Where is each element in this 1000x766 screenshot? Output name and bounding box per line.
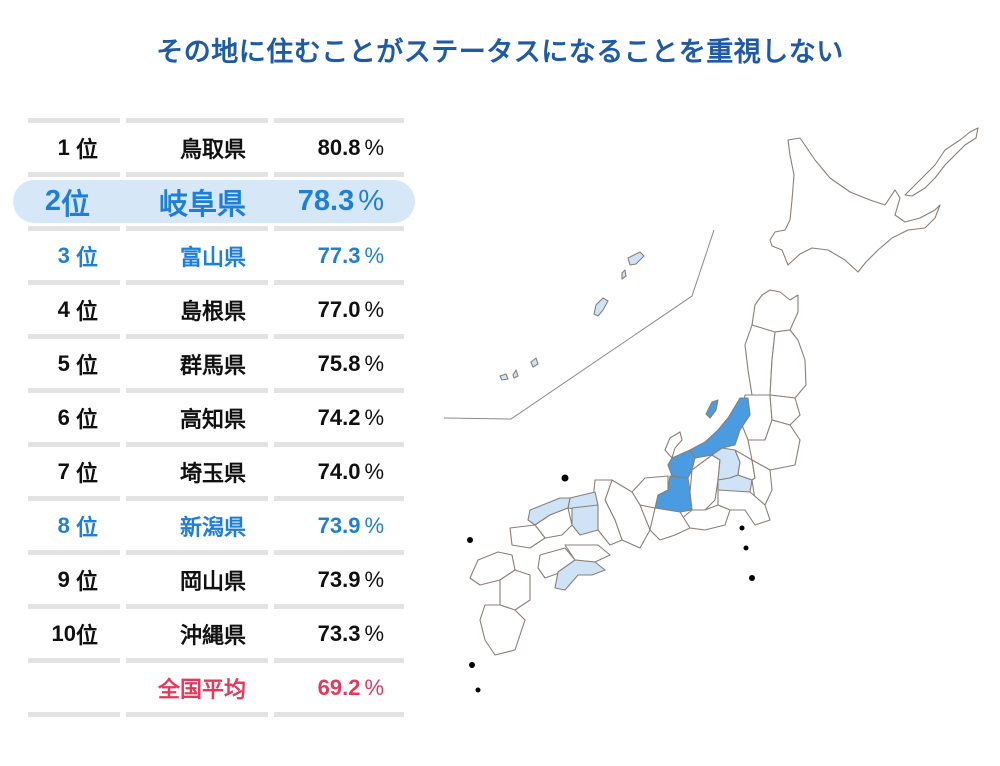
rank-cell: 9 位: [57, 566, 98, 594]
table-bottom: [28, 712, 404, 722]
island: [469, 662, 475, 668]
prefecture-cell: 島根県: [179, 298, 246, 324]
ranking-row: 7 位 埼玉県 74.0%: [28, 442, 404, 496]
average-label: 全国平均: [157, 676, 246, 702]
row-separator: [28, 172, 404, 177]
average-percent: 69.2%: [317, 674, 384, 700]
row-separator: [28, 496, 404, 501]
row-separator: [28, 550, 404, 555]
percent-cell: 74.2%: [317, 404, 384, 430]
island: [561, 474, 569, 482]
prefecture-cell: 鳥取県: [179, 136, 246, 162]
ishikawa: [664, 431, 683, 466]
prefecture-cell: 埼玉県: [179, 460, 246, 486]
percent-cell: 77.3%: [317, 242, 384, 268]
miyagi: [769, 394, 801, 426]
row-separator: [28, 658, 404, 663]
rank-cell: 7 位: [57, 458, 98, 486]
percent-cell: 74.0%: [317, 458, 384, 484]
percent-cell: 77.0%: [317, 296, 384, 322]
row-separator: [28, 118, 404, 123]
okinawa-island: [512, 369, 519, 379]
hokkaido: [769, 137, 941, 273]
prefecture-cell: 群馬県: [179, 352, 246, 378]
percent-cell: 78.3%: [297, 185, 384, 217]
ranking-row: 3 位 富山県 77.3%: [28, 226, 404, 280]
row-separator: [28, 442, 404, 447]
rank-cell: 3 位: [57, 242, 98, 270]
row-separator: [28, 334, 404, 339]
rank-cell: 1 位: [57, 134, 98, 162]
kochi: [554, 559, 606, 591]
rank-cell: 8 位: [57, 512, 98, 540]
percent-cell: 73.9%: [317, 566, 384, 592]
chart-title: その地に住むことがステータスになることを重視しない: [156, 37, 844, 67]
ranking-row: 1 位 鳥取県 80.8%: [28, 118, 404, 172]
rank-cell: 4 位: [57, 296, 98, 324]
ranking-row: 6 位 高知県 74.2%: [28, 388, 404, 442]
sado-island: [705, 399, 719, 419]
island: [743, 545, 749, 551]
yamaguchi: [509, 524, 546, 549]
row-separator: [28, 226, 404, 231]
percent-cell: 73.9%: [317, 512, 384, 538]
rank-cell: 10 位: [51, 620, 99, 648]
prefecture-cell: 岐阜県: [158, 188, 246, 221]
iwate: [769, 329, 807, 399]
row-separator: [28, 280, 404, 285]
prefecture-cell: 沖縄県: [179, 622, 246, 648]
miyazaki-kagoshima: [479, 604, 526, 656]
prefecture-cell: 岡山県: [179, 568, 246, 594]
okinawa-island: [530, 357, 539, 368]
okayama: [571, 504, 599, 536]
okinawa-main-island: [593, 297, 609, 317]
island: [739, 525, 745, 531]
ranking-row: 10 位 沖縄県 73.3%: [28, 604, 404, 658]
island: [749, 575, 755, 581]
row-separator: [28, 604, 404, 609]
prefecture-cell: 富山県: [179, 244, 246, 270]
ranking-row: 9 位 岡山県 73.9%: [28, 550, 404, 604]
percent-cell: 73.3%: [317, 620, 384, 646]
okinawa-island: [627, 251, 645, 266]
nagano: [689, 454, 721, 511]
ranking-row: 5 位 群馬県 75.8%: [28, 334, 404, 388]
percent-cell: 80.8%: [317, 134, 384, 160]
toyama: [667, 449, 696, 479]
row-separator: [28, 388, 404, 393]
okinawa-island: [621, 269, 627, 280]
percent-cell: 75.8%: [317, 350, 384, 376]
prefecture-cell: 高知県: [179, 406, 246, 432]
okinawa-island: [499, 373, 509, 381]
japan-map: [443, 127, 979, 693]
ranking-row: 8 位 新潟県 73.9%: [28, 496, 404, 550]
rank-cell: 5 位: [57, 350, 98, 378]
hokkaido-kuril: [904, 127, 979, 197]
ranking-row: 4 位 島根県 77.0%: [28, 280, 404, 334]
island: [475, 687, 481, 693]
aomori: [751, 289, 799, 333]
prefecture-cell: 新潟県: [179, 514, 246, 540]
highlight-pill: [13, 180, 415, 223]
average-row: 全国平均 69.2%: [28, 658, 404, 712]
aichi-mie: [649, 507, 691, 541]
okinawa-inset-border: [443, 229, 715, 420]
island: [467, 537, 473, 543]
row-separator: [28, 712, 404, 717]
rank-cell: 6 位: [57, 404, 98, 432]
